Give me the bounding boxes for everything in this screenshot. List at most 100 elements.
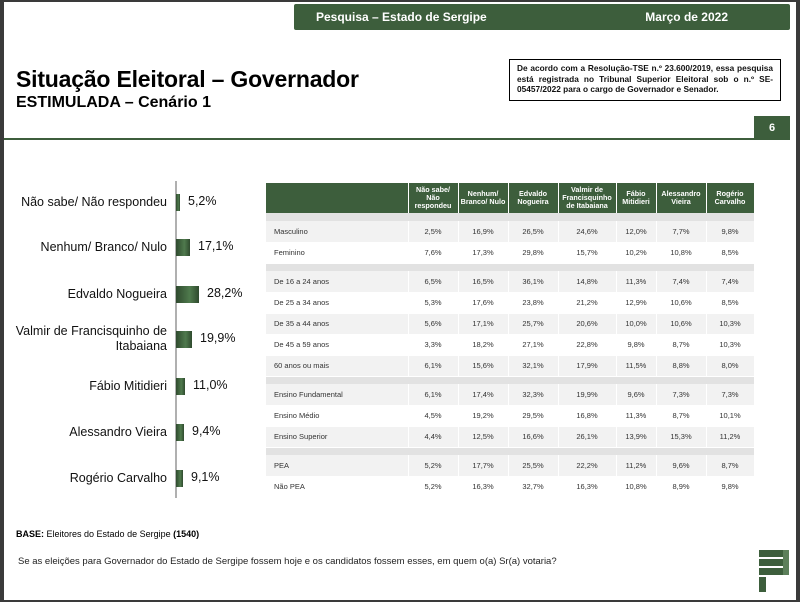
table-value-cell: 19,2% [458, 405, 509, 427]
table-value-cell: 8,7% [656, 405, 707, 427]
table-value-cell: 7,7% [656, 221, 707, 243]
table-value-cell: 17,3% [458, 242, 509, 264]
bar [176, 239, 190, 256]
table-row: De 25 a 34 anos 5,3% 17,6% 23,8% 21,2% 12,9% 1… [266, 292, 755, 314]
table-header-cell: Fábio Mitidieri [616, 183, 657, 213]
table-value-cell: 22,8% [558, 334, 617, 356]
table-group-spacer-cell [266, 376, 754, 384]
table-value-cell: 7,4% [706, 271, 755, 293]
page-subtitle: ESTIMULADA – Cenário 1 [16, 94, 211, 111]
table-value-cell: 6,5% [408, 271, 459, 293]
table-value-cell: 11,2% [616, 455, 657, 477]
table-value-cell: 32,3% [508, 384, 559, 406]
table-value-cell: 9,8% [706, 476, 755, 498]
slide: Pesquisa – Estado de Sergipe Março de 20… [4, 2, 796, 600]
table-value-cell: 10,8% [656, 242, 707, 264]
table-segment-cell: Ensino Médio [266, 405, 409, 427]
page-title: Situação Eleitoral – Governador [16, 66, 359, 92]
table-value-cell: 10,2% [616, 242, 657, 264]
table-value-cell: 8,7% [656, 334, 707, 356]
table-value-cell: 17,9% [558, 355, 617, 377]
table-value-cell: 12,9% [616, 292, 657, 314]
table-value-cell: 36,1% [508, 271, 559, 293]
table-value-cell: 16,6% [508, 426, 559, 448]
table-value-cell: 2,5% [408, 221, 459, 243]
table-row: De 45 a 59 anos 3,3% 18,2% 27,1% 22,8% 9,8% 8,… [266, 334, 755, 356]
table-header-cell: Nenhum/ Branco/ Nulo [458, 183, 509, 213]
table-group-spacer [266, 263, 754, 271]
table-value-cell: 22,2% [558, 455, 617, 477]
table-row: De 35 a 44 anos 5,6% 17,1% 25,7% 20,6% 10,0% 1… [266, 313, 755, 335]
table-value-cell: 11,5% [616, 355, 657, 377]
table-value-cell: 29,8% [508, 242, 559, 264]
header-bar: Pesquisa – Estado de Sergipe Março de 20… [294, 4, 790, 30]
table-segment-cell: De 16 a 24 anos [266, 271, 409, 293]
table-header-cell: Alessandro Vieira [656, 183, 707, 213]
table-header-cell: Valmir de Francisquinho de Itabaiana [558, 183, 617, 213]
table-value-cell: 16,9% [458, 221, 509, 243]
table-value-cell: 17,6% [458, 292, 509, 314]
table-row: Ensino Fundamental 6,1% 17,4% 32,3% 19,9% 9,6… [266, 384, 755, 406]
table-value-cell: 7,6% [408, 242, 459, 264]
table-value-cell: 10,6% [656, 313, 707, 335]
table-value-cell: 8,0% [706, 355, 755, 377]
table-value-cell: 13,9% [616, 426, 657, 448]
table-value-cell: 10,3% [706, 313, 755, 335]
table-segment-cell: De 25 a 34 anos [266, 292, 409, 314]
bar-label: Edvaldo Nogueira [67, 286, 167, 301]
table-value-cell: 19,9% [558, 384, 617, 406]
table-group-spacer-cell [266, 213, 754, 221]
table-value-cell: 20,6% [558, 313, 617, 335]
table-value-cell: 32,7% [508, 476, 559, 498]
table-group-spacer [266, 376, 754, 384]
table-segment-cell: De 45 a 59 anos [266, 334, 409, 356]
table-value-cell: 4,5% [408, 405, 459, 427]
stacked-p-logo-icon [759, 550, 789, 592]
table-value-cell: 7,3% [706, 384, 755, 406]
table-value-cell: 8,8% [656, 355, 707, 377]
table-value-cell: 15,3% [656, 426, 707, 448]
table-segment-cell: Ensino Superior [266, 426, 409, 448]
table-value-cell: 17,4% [458, 384, 509, 406]
table-segment-cell: PEA [266, 455, 409, 477]
crosstab-table: Não sabe/ Não respondeu Nenhum/ Branco/ N… [266, 183, 755, 498]
table-value-cell: 10,6% [656, 292, 707, 314]
table-segment-cell: De 35 a 44 anos [266, 313, 409, 335]
table-value-cell: 5,3% [408, 292, 459, 314]
table-value-cell: 29,5% [508, 405, 559, 427]
bar [176, 286, 199, 303]
table-value-cell: 5,2% [408, 455, 459, 477]
table-header-blank [266, 183, 409, 213]
table-group-spacer [266, 447, 754, 455]
table-header-row: Não sabe/ Não respondeu Nenhum/ Branco/ N… [266, 183, 755, 213]
bar [176, 331, 192, 348]
bar-value-label: 11,0% [193, 378, 228, 392]
table-value-cell: 27,1% [508, 334, 559, 356]
bar [176, 470, 183, 487]
table-value-cell: 4,4% [408, 426, 459, 448]
survey-question: Se as eleições para Governador do Estado… [18, 556, 557, 567]
table-row: 60 anos ou mais 6,1% 15,6% 32,1% 17,9% 11,5% 8… [266, 355, 755, 377]
table-value-cell: 12,0% [616, 221, 657, 243]
table-header-cell: Rogério Carvalho [706, 183, 755, 213]
base-note: BASE: Eleitores do Estado de Sergipe (15… [16, 529, 199, 539]
table-segment-cell: 60 anos ou mais [266, 355, 409, 377]
base-note-label: BASE: [16, 529, 45, 539]
bar-value-label: 28,2% [207, 286, 243, 300]
table-value-cell: 10,1% [706, 405, 755, 427]
table-value-cell: 21,2% [558, 292, 617, 314]
table-segment-cell: Ensino Fundamental [266, 384, 409, 406]
bar-chart-axis [175, 181, 177, 498]
table-value-cell: 23,8% [508, 292, 559, 314]
table-value-cell: 8,5% [706, 242, 755, 264]
bar-label: Valmir de Francisquinho de Itabaiana [15, 323, 167, 353]
table-value-cell: 7,4% [656, 271, 707, 293]
table-value-cell: 16,5% [458, 271, 509, 293]
table-value-cell: 6,1% [408, 384, 459, 406]
bar-label: Rogério Carvalho [69, 470, 167, 485]
table-row: Feminino 7,6% 17,3% 29,8% 15,7% 10,2% 10,8% 8,5… [266, 242, 755, 264]
table-row: De 16 a 24 anos 6,5% 16,5% 36,1% 14,8% 11,3% 7… [266, 271, 755, 293]
table-header-cell: Não sabe/ Não respondeu [408, 183, 459, 213]
table-value-cell: 10,0% [616, 313, 657, 335]
table-header-cell: Edvaldo Nogueira [508, 183, 559, 213]
